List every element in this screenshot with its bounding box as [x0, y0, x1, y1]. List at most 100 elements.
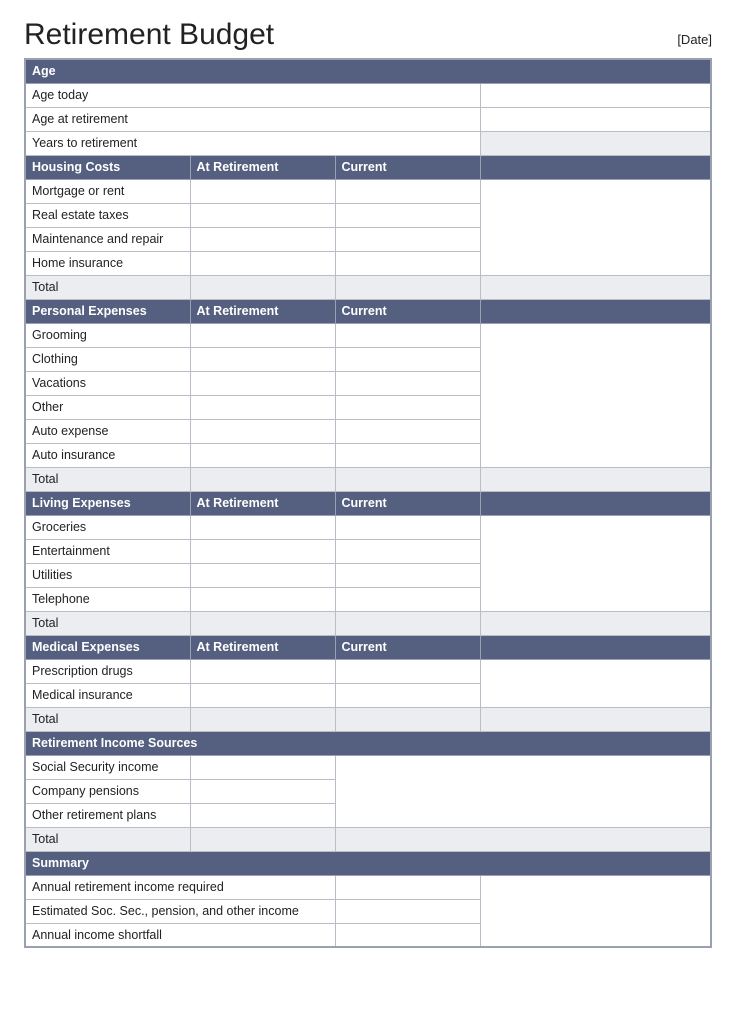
- row-label: Real estate taxes: [25, 203, 190, 227]
- total-current: [335, 467, 480, 491]
- cell-at-retirement[interactable]: [190, 179, 335, 203]
- total-at-retirement: [190, 707, 335, 731]
- table-row: Grooming: [25, 323, 711, 347]
- cell-current[interactable]: [335, 539, 480, 563]
- total-label: Total: [25, 611, 190, 635]
- col-header-at-retirement: At Retirement: [190, 491, 335, 515]
- total-label: Total: [25, 275, 190, 299]
- row-value[interactable]: [480, 107, 711, 131]
- section-header-personal: Personal Expenses At Retirement Current: [25, 299, 711, 323]
- total-row: Total: [25, 707, 711, 731]
- cell-at-retirement[interactable]: [190, 203, 335, 227]
- section-header-housing: Housing Costs At Retirement Current: [25, 155, 711, 179]
- cell-at-retirement[interactable]: [190, 251, 335, 275]
- cell-current[interactable]: [335, 371, 480, 395]
- col-header-blank: [480, 299, 711, 323]
- row-label: Mortgage or rent: [25, 179, 190, 203]
- col-header-current: Current: [335, 155, 480, 179]
- row-label: Years to retirement: [25, 131, 480, 155]
- hatch-region: [480, 659, 711, 707]
- row-label: Clothing: [25, 347, 190, 371]
- col-header-at-retirement: At Retirement: [190, 635, 335, 659]
- row-value: [480, 131, 711, 155]
- total-row: Total: [25, 611, 711, 635]
- table-row: Years to retirement: [25, 131, 711, 155]
- table-row: Social Security income: [25, 755, 711, 779]
- total-current: [335, 611, 480, 635]
- row-label: Age today: [25, 83, 480, 107]
- cell-at-retirement[interactable]: [190, 755, 335, 779]
- row-label: Grooming: [25, 323, 190, 347]
- section-header-label: Housing Costs: [25, 155, 190, 179]
- row-label: Utilities: [25, 563, 190, 587]
- table-row: Prescription drugs: [25, 659, 711, 683]
- cell-at-retirement[interactable]: [190, 803, 335, 827]
- col-header-at-retirement: At Retirement: [190, 299, 335, 323]
- cell-current[interactable]: [335, 395, 480, 419]
- cell-value[interactable]: [335, 923, 480, 947]
- cell-at-retirement[interactable]: [190, 587, 335, 611]
- cell-current[interactable]: [335, 515, 480, 539]
- section-header-living: Living Expenses At Retirement Current: [25, 491, 711, 515]
- row-label: Age at retirement: [25, 107, 480, 131]
- row-label: Annual income shortfall: [25, 923, 335, 947]
- section-header-label: Retirement Income Sources: [25, 731, 711, 755]
- cell-at-retirement[interactable]: [190, 323, 335, 347]
- table-row: Age at retirement: [25, 107, 711, 131]
- cell-at-retirement[interactable]: [190, 419, 335, 443]
- col-header-at-retirement: At Retirement: [190, 155, 335, 179]
- hatch-region: [480, 323, 711, 467]
- cell-at-retirement[interactable]: [190, 395, 335, 419]
- cell-value[interactable]: [335, 875, 480, 899]
- cell-at-retirement[interactable]: [190, 227, 335, 251]
- row-label: Groceries: [25, 515, 190, 539]
- cell-current[interactable]: [335, 251, 480, 275]
- cell-at-retirement[interactable]: [190, 539, 335, 563]
- row-label: Home insurance: [25, 251, 190, 275]
- row-label: Medical insurance: [25, 683, 190, 707]
- hatch-region: [480, 179, 711, 275]
- row-label: Entertainment: [25, 539, 190, 563]
- cell-at-retirement[interactable]: [190, 683, 335, 707]
- cell-current[interactable]: [335, 659, 480, 683]
- total-at-retirement: [190, 611, 335, 635]
- col-header-blank: [480, 155, 711, 179]
- total-blank: [480, 611, 711, 635]
- total-row: Total: [25, 467, 711, 491]
- cell-current[interactable]: [335, 179, 480, 203]
- row-label: Annual retirement income required: [25, 875, 335, 899]
- col-header-current: Current: [335, 491, 480, 515]
- row-label: Vacations: [25, 371, 190, 395]
- cell-current[interactable]: [335, 587, 480, 611]
- cell-value[interactable]: [335, 899, 480, 923]
- row-value[interactable]: [480, 83, 711, 107]
- section-header-label: Personal Expenses: [25, 299, 190, 323]
- cell-current[interactable]: [335, 683, 480, 707]
- cell-current[interactable]: [335, 227, 480, 251]
- total-row: Total: [25, 827, 711, 851]
- cell-current[interactable]: [335, 347, 480, 371]
- section-header-label: Age: [25, 59, 711, 83]
- cell-at-retirement[interactable]: [190, 563, 335, 587]
- cell-current[interactable]: [335, 563, 480, 587]
- row-label: Auto insurance: [25, 443, 190, 467]
- row-label: Prescription drugs: [25, 659, 190, 683]
- cell-at-retirement[interactable]: [190, 347, 335, 371]
- table-row: Annual retirement income required: [25, 875, 711, 899]
- cell-at-retirement[interactable]: [190, 443, 335, 467]
- cell-current[interactable]: [335, 443, 480, 467]
- table-row: Age today: [25, 83, 711, 107]
- cell-at-retirement[interactable]: [190, 371, 335, 395]
- col-header-current: Current: [335, 299, 480, 323]
- cell-at-retirement[interactable]: [190, 779, 335, 803]
- table-row: Groceries: [25, 515, 711, 539]
- cell-current[interactable]: [335, 323, 480, 347]
- total-at-retirement: [190, 275, 335, 299]
- cell-at-retirement[interactable]: [190, 515, 335, 539]
- cell-current[interactable]: [335, 203, 480, 227]
- cell-at-retirement[interactable]: [190, 659, 335, 683]
- cell-current[interactable]: [335, 419, 480, 443]
- total-current: [335, 707, 480, 731]
- row-label: Other: [25, 395, 190, 419]
- total-blank: [480, 707, 711, 731]
